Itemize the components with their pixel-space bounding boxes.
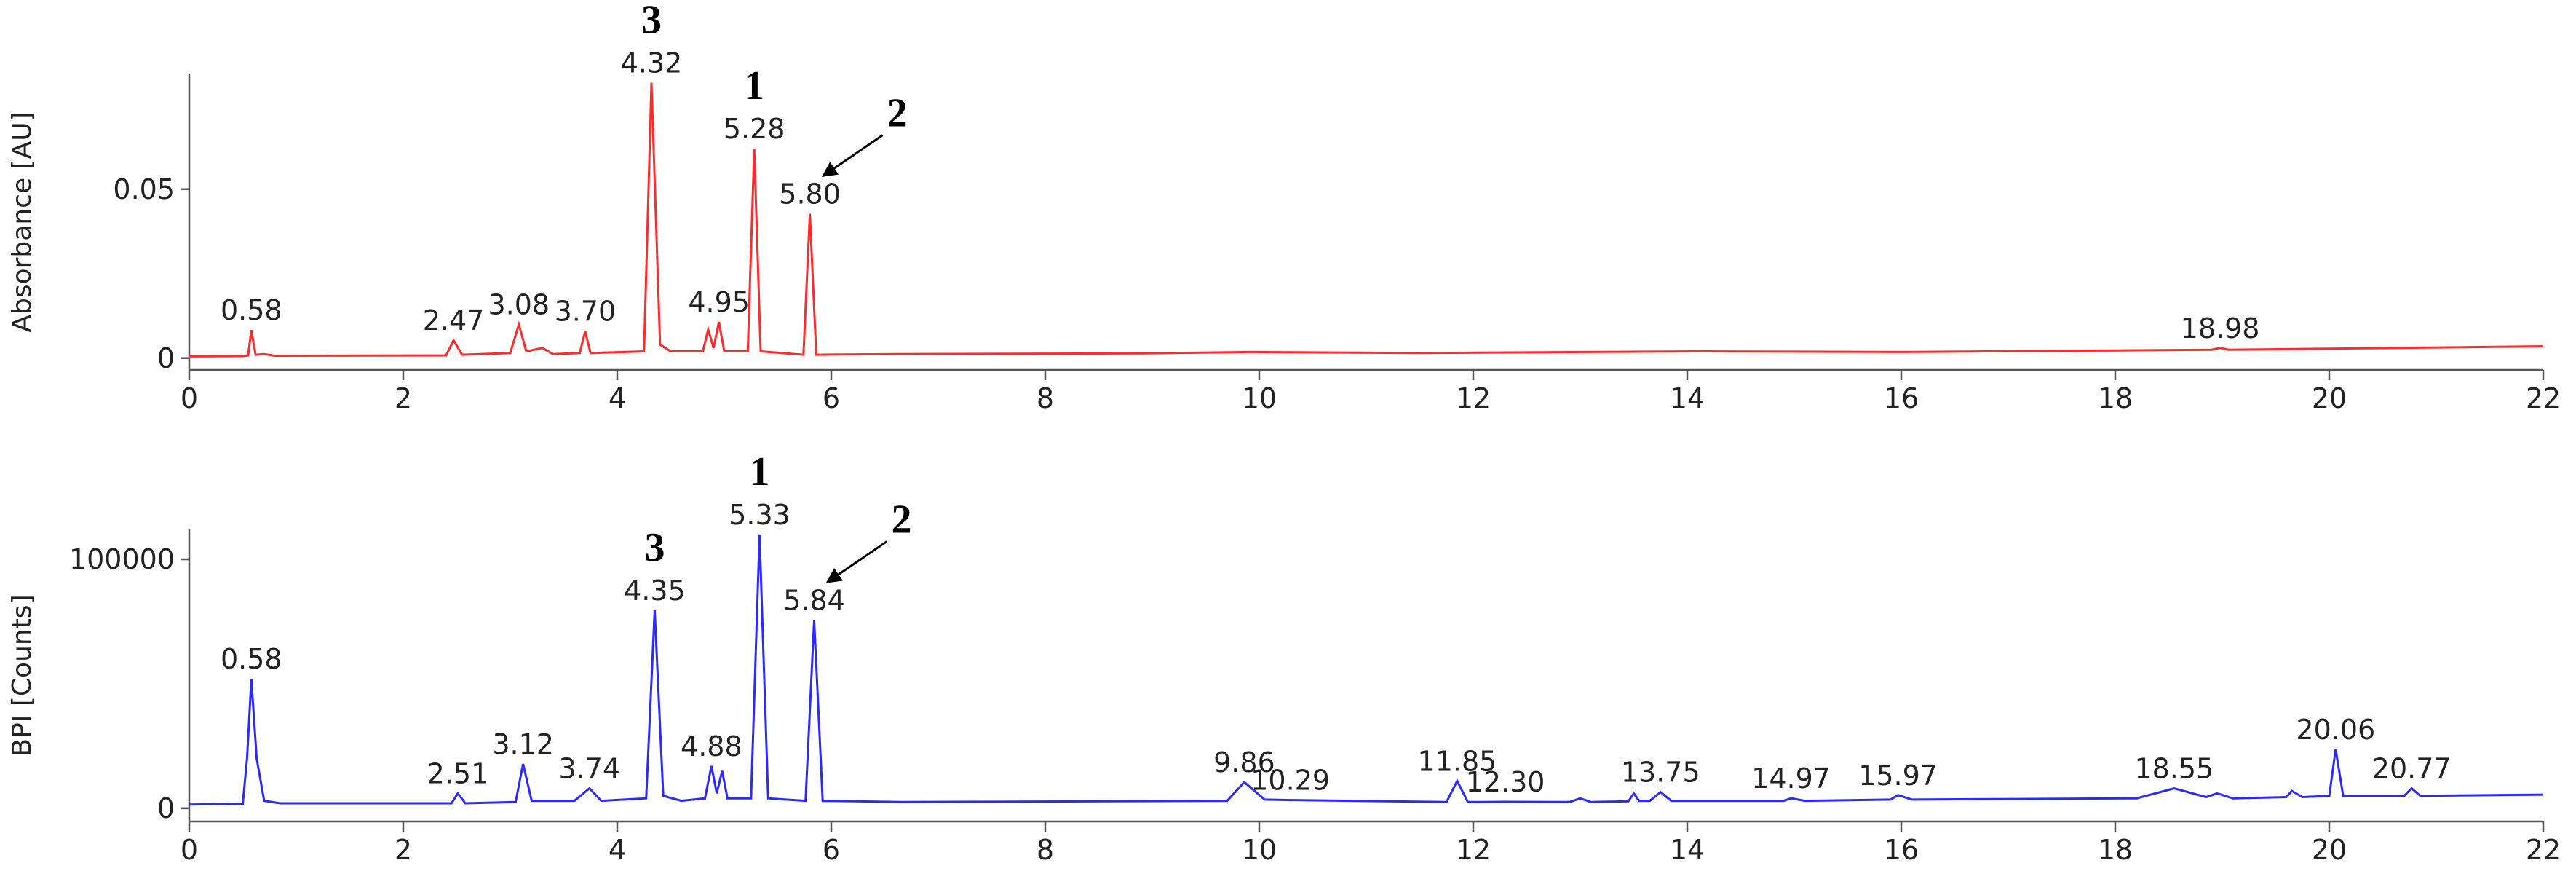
- compound-label: 2: [887, 91, 908, 136]
- x-tick-label: 20: [2312, 834, 2347, 866]
- x-tick-label: 22: [2526, 382, 2561, 414]
- x-tick-label: 4: [609, 834, 626, 866]
- peak-label: 3.74: [558, 753, 620, 785]
- x-tick-label: 22: [2526, 834, 2561, 866]
- peak-label: 3.70: [555, 296, 617, 328]
- x-tick-label: 2: [395, 382, 412, 414]
- peak-label: 5.84: [783, 584, 845, 616]
- peak-label: 9.86: [1213, 746, 1275, 778]
- y-tick-label: 0: [157, 792, 175, 824]
- compound-label: 3: [644, 525, 665, 570]
- peak-label: 14.97: [1751, 762, 1831, 795]
- x-tick-label: 2: [395, 834, 412, 866]
- peak-label: 4.35: [624, 575, 686, 607]
- x-tick-label: 14: [1670, 382, 1705, 414]
- peak-label: 4.88: [681, 730, 742, 762]
- peak-label: 15.97: [1858, 760, 1938, 792]
- peak-label: 11.85: [1418, 745, 1497, 777]
- compound-label: 2: [891, 497, 911, 542]
- peak-label: 4.32: [621, 47, 683, 79]
- peak-label: 5.33: [729, 499, 790, 531]
- x-tick-label: 18: [2098, 834, 2133, 866]
- peak-label: 0.58: [221, 643, 282, 675]
- x-tick-label: 14: [1670, 834, 1705, 866]
- peak-label: 2.51: [427, 757, 489, 789]
- x-tick-label: 18: [2098, 382, 2133, 414]
- peak-label: 20.77: [2372, 753, 2452, 785]
- peak-label: 5.28: [724, 113, 785, 145]
- x-tick-label: 8: [1037, 382, 1054, 414]
- compound-label: 1: [750, 449, 770, 494]
- x-tick-label: 0: [181, 834, 198, 866]
- y-tick-label: 0.05: [113, 173, 175, 205]
- x-tick-label: 4: [609, 382, 626, 414]
- x-tick-label: 12: [1456, 834, 1491, 866]
- y-axis-title: Absorbance [AU]: [7, 111, 37, 332]
- peak-label: 3.12: [492, 728, 554, 760]
- x-tick-label: 20: [2312, 382, 2347, 414]
- peak-label: 18.55: [2134, 753, 2214, 785]
- compound-arrow: [821, 134, 884, 177]
- peak-label: 2.47: [423, 304, 485, 336]
- compound-label: 3: [641, 0, 662, 43]
- x-tick-label: 16: [1884, 382, 1919, 414]
- trace: [189, 534, 2544, 806]
- y-tick-label: 0: [157, 342, 175, 374]
- x-tick-label: 12: [1456, 382, 1491, 414]
- x-tick-label: 10: [1242, 382, 1277, 414]
- peak-label: 4.95: [688, 286, 750, 318]
- peak-label: 12.30: [1466, 766, 1545, 798]
- x-tick-label: 6: [823, 834, 840, 866]
- peak-label: 0.58: [221, 294, 282, 326]
- compound-arrow: [825, 540, 888, 583]
- peak-label: 3.08: [488, 288, 550, 320]
- x-tick-label: 10: [1242, 834, 1277, 866]
- peak-label: 20.06: [2296, 714, 2375, 746]
- x-tick-label: 6: [823, 382, 840, 414]
- x-tick-label: 16: [1884, 834, 1919, 866]
- trace: [189, 82, 2544, 358]
- y-axis-title: BPI [Counts]: [7, 594, 37, 756]
- peak-label: 10.29: [1251, 765, 1330, 797]
- y-tick-label: 100000: [69, 543, 175, 575]
- compound-label: 1: [744, 63, 764, 109]
- peak-label: 18.98: [2181, 312, 2260, 344]
- x-tick-label: 0: [181, 382, 198, 414]
- x-tick-label: 8: [1037, 834, 1054, 866]
- peak-label: 13.75: [1621, 757, 1700, 789]
- peak-label: 5.80: [779, 178, 841, 210]
